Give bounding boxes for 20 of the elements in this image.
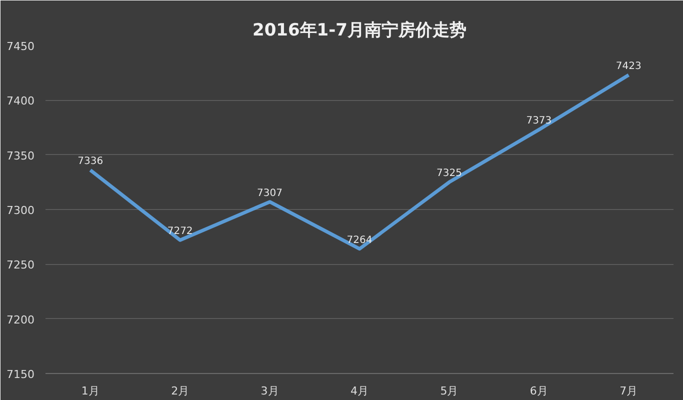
y-tick-label: 7400 xyxy=(6,94,35,108)
data-label: 7423 xyxy=(616,61,642,72)
x-tick-label: 3月 xyxy=(260,384,279,398)
x-tick-label: 2月 xyxy=(171,384,190,398)
x-tick-label: 6月 xyxy=(530,384,548,398)
chart-title: 2016年1-7月南宁房价走势 xyxy=(252,20,467,40)
x-tick-label: 7月 xyxy=(620,384,638,398)
y-tick-label: 7150 xyxy=(6,368,35,381)
y-tick-label: 7200 xyxy=(6,313,35,326)
y-tick-label: 7350 xyxy=(6,149,35,162)
data-label: 7307 xyxy=(257,188,283,199)
x-tick-label: 1月 xyxy=(81,384,100,398)
x-tick-label: 5月 xyxy=(440,384,458,398)
y-tick-label: 7300 xyxy=(6,204,35,217)
y-tick-label: 7250 xyxy=(6,258,35,272)
data-label: 7336 xyxy=(78,156,104,168)
data-label: 7373 xyxy=(526,116,552,127)
data-label: 7325 xyxy=(436,168,462,180)
x-tick-label: 4月 xyxy=(350,384,368,398)
y-tick-label: 7450 xyxy=(6,40,35,53)
